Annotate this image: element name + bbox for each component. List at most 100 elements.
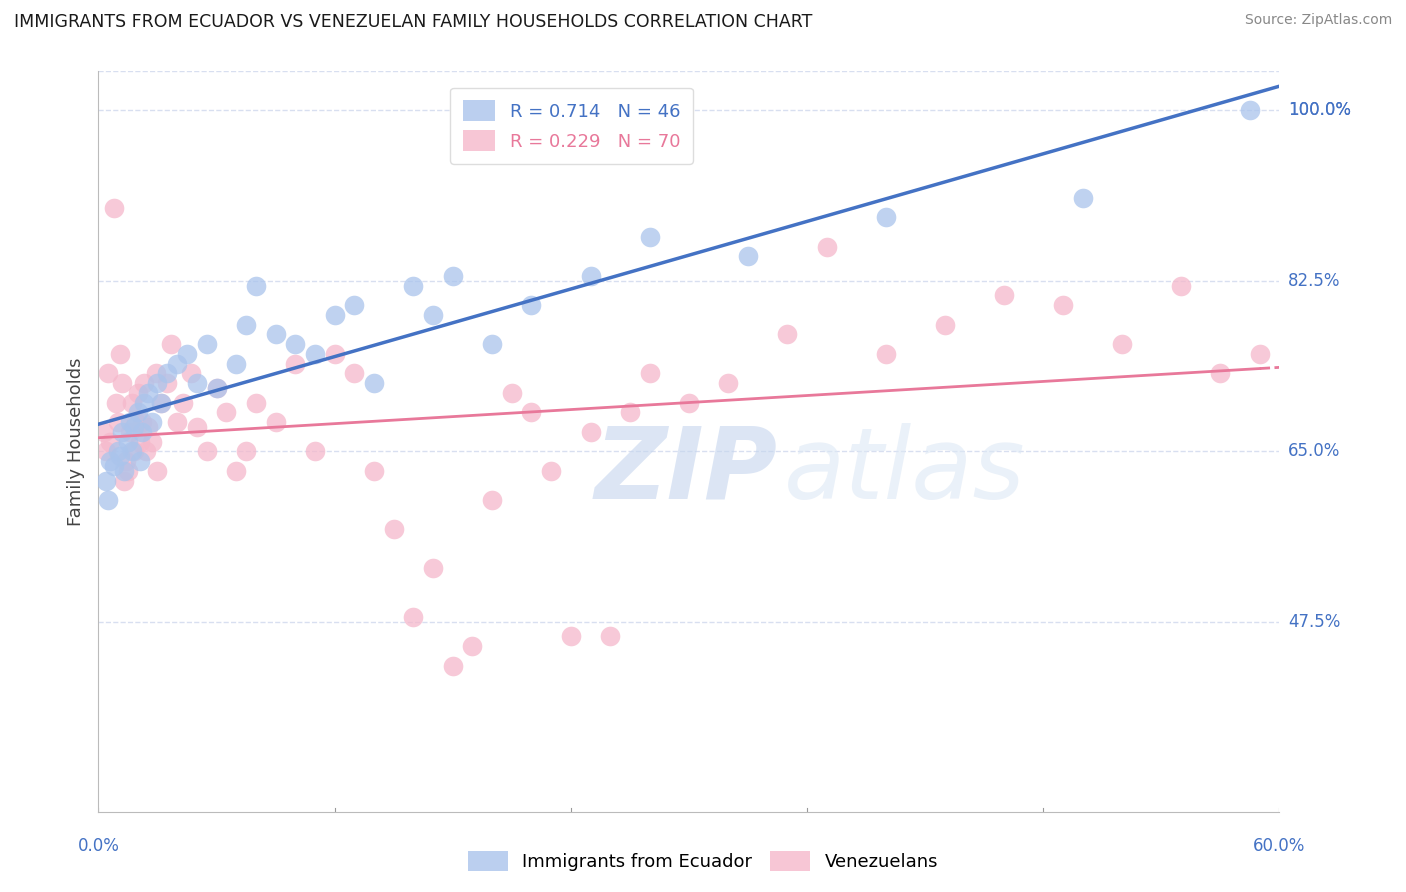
Point (136, 385, 159, 400)
Point (1249, 347, 1271, 361)
Point (122, 420, 145, 434)
Point (96, 444, 118, 458)
Legend: Immigrants from Ecuador, Venezuelans: Immigrants from Ecuador, Venezuelans (461, 844, 945, 879)
Point (141, 434, 163, 449)
Point (111, 376, 134, 390)
Point (111, 425, 134, 439)
Point (284, 337, 307, 351)
Point (235, 318, 257, 332)
Point (172, 395, 194, 409)
Point (304, 347, 326, 361)
Point (98, 434, 121, 449)
Point (245, 278, 267, 293)
Point (195, 444, 218, 458)
Point (993, 288, 1015, 302)
Point (108, 347, 131, 361)
Point (96, 474, 118, 488)
Point (186, 420, 208, 434)
Point (520, 405, 543, 419)
Point (160, 337, 183, 351)
Point (205, 381, 228, 395)
Point (323, 308, 346, 322)
Point (501, 385, 523, 400)
Point (560, 629, 582, 643)
Text: atlas: atlas (783, 423, 1025, 520)
Point (934, 318, 956, 332)
Point (363, 464, 385, 478)
Point (737, 250, 759, 264)
Point (97, 493, 120, 508)
Point (166, 415, 188, 429)
Point (146, 376, 169, 390)
Point (131, 425, 153, 439)
Point (107, 444, 129, 458)
Point (112, 474, 135, 488)
Point (402, 610, 425, 624)
Point (461, 639, 484, 653)
Point (875, 347, 897, 361)
Point (131, 415, 153, 429)
Point (422, 561, 444, 575)
Point (132, 395, 155, 409)
Point (195, 337, 218, 351)
Point (186, 376, 208, 390)
Point (1239, 103, 1261, 118)
Point (441, 268, 464, 283)
Point (121, 395, 143, 409)
Point (1209, 367, 1232, 381)
Point (115, 454, 138, 468)
Point (343, 367, 366, 381)
Point (146, 464, 169, 478)
Point (156, 376, 179, 390)
Point (150, 395, 173, 409)
Point (215, 405, 238, 419)
Point (579, 268, 602, 283)
Point (304, 444, 326, 458)
Point (815, 240, 838, 254)
Point (422, 308, 444, 322)
Point (619, 405, 641, 419)
Text: 82.5%: 82.5% (1288, 272, 1340, 290)
Point (105, 395, 128, 409)
Text: 0.0%: 0.0% (77, 837, 120, 855)
Point (103, 201, 125, 215)
Point (225, 357, 247, 371)
Point (97, 367, 120, 381)
Point (132, 376, 155, 390)
Point (1111, 337, 1133, 351)
Point (481, 493, 503, 508)
Point (323, 347, 346, 361)
Text: 65.0%: 65.0% (1288, 442, 1340, 460)
Point (382, 522, 405, 536)
Point (678, 395, 700, 409)
Point (107, 415, 129, 429)
Point (284, 357, 307, 371)
Point (1071, 191, 1094, 205)
Point (125, 415, 148, 429)
Point (205, 381, 228, 395)
Point (579, 425, 602, 439)
Point (363, 376, 385, 390)
Point (166, 357, 188, 371)
Point (225, 464, 247, 478)
Point (441, 658, 464, 673)
Point (118, 425, 141, 439)
Point (145, 367, 167, 381)
Point (520, 298, 543, 312)
Text: 47.5%: 47.5% (1288, 613, 1340, 631)
Text: Source: ZipAtlas.com: Source: ZipAtlas.com (1244, 13, 1392, 28)
Text: 100.0%: 100.0% (1288, 102, 1351, 120)
Point (135, 444, 157, 458)
Point (638, 367, 661, 381)
Text: 100.0%: 100.0% (1288, 102, 1351, 120)
Point (127, 405, 149, 419)
Point (103, 458, 125, 473)
Point (117, 464, 139, 478)
Point (118, 415, 141, 429)
Point (98, 454, 121, 468)
Point (264, 327, 287, 342)
Point (127, 385, 149, 400)
Point (176, 347, 198, 361)
Point (122, 444, 145, 458)
Point (93, 425, 115, 439)
